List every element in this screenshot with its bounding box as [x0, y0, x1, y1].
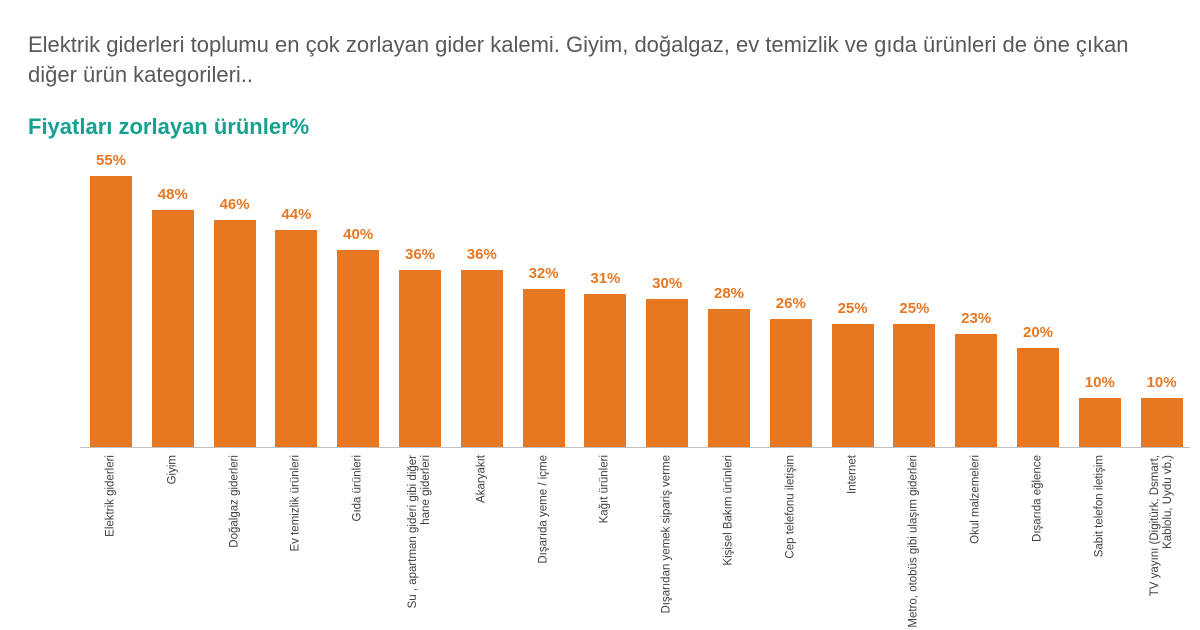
- bar: [831, 323, 874, 447]
- value-label: 25%: [899, 299, 930, 317]
- value-label: 48%: [157, 186, 188, 204]
- bar: [275, 230, 318, 447]
- x-tick-label: Elektrik giderleri: [104, 455, 117, 537]
- bar: [522, 289, 565, 447]
- x-tick-label: Kağıt ürünleri: [598, 455, 611, 524]
- bar: [460, 269, 503, 447]
- value-label: 25%: [837, 299, 868, 317]
- value-label: 40%: [343, 225, 374, 243]
- x-tick-label: Doğalgaz giderleri: [228, 455, 241, 548]
- chart-title: Fiyatları zorlayan ürünler%: [28, 114, 310, 139]
- value-label: 10%: [1084, 373, 1115, 391]
- value-label: 26%: [775, 294, 806, 312]
- x-axis: [80, 447, 1190, 448]
- value-label: 20%: [1022, 324, 1054, 342]
- heading: Elektrik giderleri toplumu en çok zorlay…: [28, 32, 1129, 87]
- bar: [151, 210, 194, 447]
- bar: [337, 249, 380, 447]
- bar: [1017, 348, 1059, 447]
- x-tick-label: Gıda ürünleri: [351, 455, 364, 522]
- value-label: 46%: [219, 196, 250, 214]
- value-label: 36%: [466, 245, 497, 263]
- value-label: 55%: [95, 151, 127, 169]
- x-tick-label: TV yayını (Digitürk, Dsmart, Kablolu, Uy…: [1148, 455, 1174, 597]
- x-tick-label: Metro, otobüs gibi ulaşım giderleri: [907, 455, 920, 628]
- bar: [708, 308, 750, 447]
- bar: [399, 269, 441, 447]
- bar: [584, 294, 627, 447]
- bar: [90, 175, 132, 447]
- x-tick-label: Sabit telefon iletişim: [1093, 455, 1106, 558]
- bar: [769, 318, 812, 447]
- value-label: 31%: [590, 270, 621, 288]
- value-label: 36%: [404, 245, 436, 263]
- x-tick-label: Su , apartman gideri gibi diğer hane gid…: [407, 455, 432, 609]
- x-tick-label: Dışarıda eğlence: [1031, 455, 1044, 542]
- bar: [213, 220, 256, 447]
- bar: [893, 323, 936, 447]
- x-tick-label: Dışarıdan yemek sipariş verme: [660, 455, 673, 614]
- value-label: 30%: [652, 275, 683, 293]
- value-label: 32%: [528, 265, 559, 283]
- value-label: 44%: [281, 206, 312, 224]
- bar: [646, 299, 689, 447]
- bar: [1078, 397, 1121, 447]
- x-tick-label: Akaryakıt: [475, 455, 488, 503]
- x-tick-label: Okul malzemeleri: [969, 455, 982, 544]
- bar: [955, 333, 998, 447]
- x-tick-label: Internet: [846, 455, 859, 494]
- x-tick-label: Giyim: [166, 455, 179, 485]
- value-label: 10%: [1146, 373, 1177, 391]
- x-tick-label: Ev temizlik ürünleri: [289, 455, 302, 552]
- bar: [1140, 397, 1183, 447]
- x-tick-label: Cep telefonu iletişim: [784, 455, 797, 559]
- x-tick-label: Dışarıda yeme / içme: [537, 455, 550, 564]
- value-label: 28%: [713, 284, 745, 302]
- value-label: 23%: [961, 309, 992, 327]
- x-tick-label: Kişisel Bakım ürünleri: [722, 455, 735, 566]
